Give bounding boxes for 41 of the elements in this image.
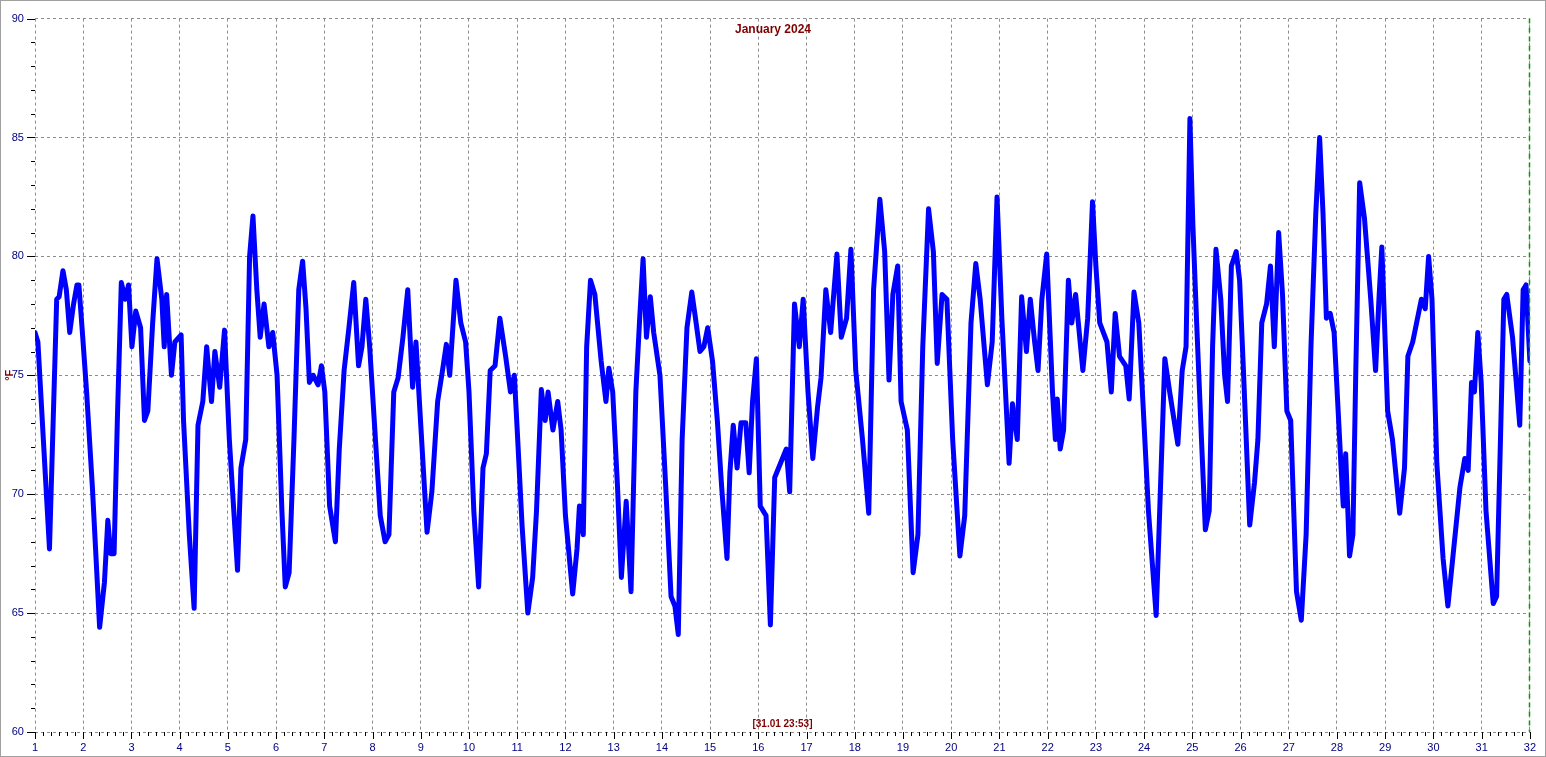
x-tick-label: 20 <box>945 740 958 753</box>
x-tick-label: 19 <box>896 740 910 753</box>
y-tick-label: 85 <box>11 130 24 143</box>
y-tick-label: 60 <box>11 725 24 738</box>
y-tick-label: 75 <box>11 368 24 381</box>
x-tick-label: 14 <box>655 740 669 753</box>
x-tick-label: 5 <box>224 740 231 753</box>
y-tick-label: 80 <box>11 249 24 262</box>
x-tick-label: 28 <box>1330 740 1344 753</box>
x-tick-label: 4 <box>176 740 183 753</box>
x-tick-label: 23 <box>1089 740 1103 753</box>
x-tick-label: 16 <box>752 740 765 753</box>
x-tick-label: 10 <box>462 740 476 753</box>
x-tick-label: 24 <box>1137 740 1151 753</box>
x-tick-label: 13 <box>607 740 620 753</box>
x-tick-label: 2 <box>80 740 87 753</box>
x-tick-label: 29 <box>1379 740 1392 753</box>
y-tick-label: 90 <box>11 11 24 24</box>
x-tick-label: 9 <box>417 740 424 753</box>
x-tick-label: 25 <box>1186 740 1199 753</box>
chart-title: January 2024 <box>734 21 812 36</box>
y-tick-label: 65 <box>11 606 24 619</box>
x-tick-label: 11 <box>511 740 523 753</box>
x-tick-label: 6 <box>273 740 280 753</box>
y-tick-label: 70 <box>11 487 24 500</box>
x-tick-label: 1 <box>31 740 39 753</box>
x-tick-label: 32 <box>1523 740 1537 753</box>
x-tick-label: 27 <box>1282 740 1295 753</box>
x-tick-label: 18 <box>848 740 861 753</box>
x-tick-label: 31 <box>1475 740 1488 753</box>
x-tick-label: 3 <box>128 740 135 753</box>
x-tick-label: 12 <box>559 740 572 753</box>
x-tick-label: 7 <box>321 740 328 753</box>
annotation: [31.01 23:53] <box>752 717 813 729</box>
x-tick-label: 22 <box>1041 740 1054 753</box>
x-tick-label: 15 <box>703 740 717 753</box>
x-tick-label: 21 <box>993 740 1006 753</box>
x-tick-label: 26 <box>1234 740 1247 753</box>
x-tick-label: 17 <box>800 740 813 753</box>
x-tick-label: 30 <box>1427 740 1440 753</box>
x-tick-label: 8 <box>369 740 376 753</box>
